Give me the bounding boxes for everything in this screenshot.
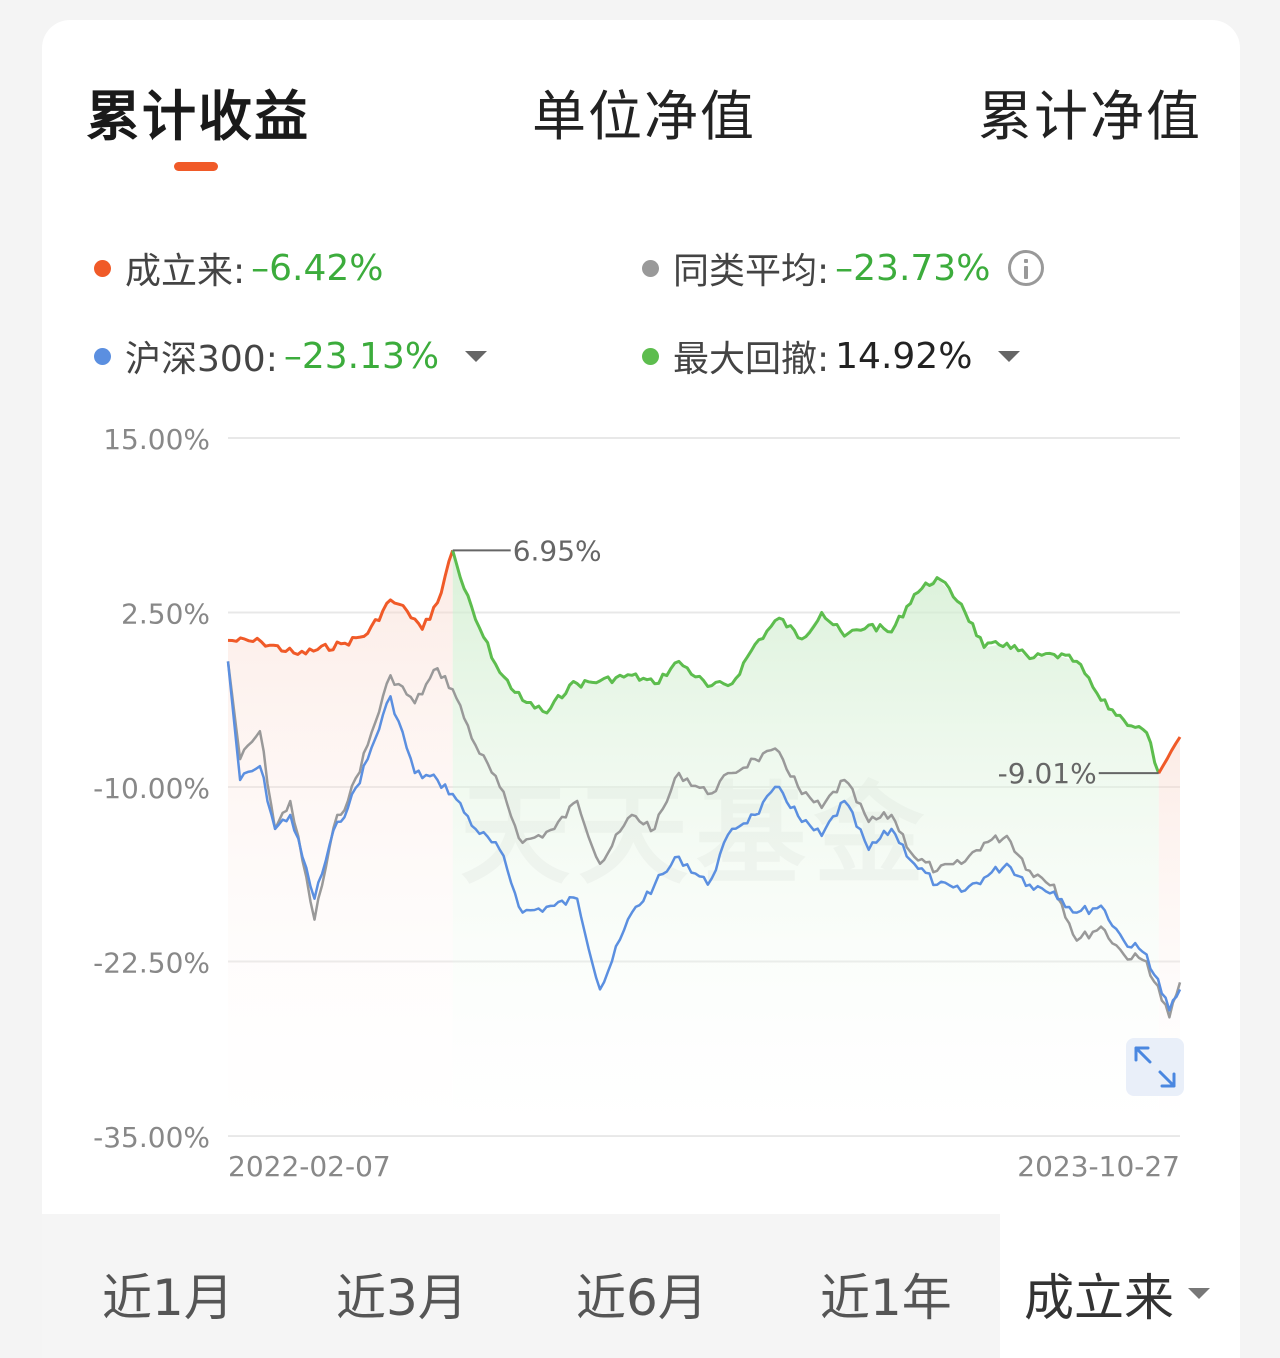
fund-series-line	[1157, 736, 1182, 774]
legend-index-label: 沪深300:	[125, 339, 278, 380]
drawdown-area-fill	[452, 550, 1159, 1136]
x-tick-label: 2023-10-27	[1017, 1150, 1180, 1183]
x-tick-label: 2022-02-07	[228, 1150, 391, 1183]
annotation-trough-label: -9.01%	[998, 757, 1097, 790]
legend-average-value: –23.73%	[835, 247, 991, 289]
expand-icon	[1134, 1046, 1176, 1088]
drawdown-dot	[642, 347, 659, 365]
average-dot	[642, 259, 659, 277]
tab-unit-nav[interactable]: 单位净值	[532, 85, 756, 148]
legend-index[interactable]: 沪深300: –23.13%	[94, 330, 488, 382]
tab-cumulative-return[interactable]: 累计收益	[86, 85, 310, 148]
range-3m[interactable]: 近3月	[336, 1269, 468, 1327]
fund-dot	[94, 259, 111, 277]
average-series-line	[226, 661, 1182, 1019]
range-6m[interactable]: 近6月	[576, 1269, 708, 1327]
legend-drawdown[interactable]: 最大回撤: 14.92%	[642, 330, 1021, 382]
legend-index-value: –23.13%	[283, 335, 440, 377]
legend-fund-value: –6.42%	[251, 247, 384, 289]
y-tick-label: 2.50%	[121, 598, 210, 631]
index-series-line	[226, 661, 1182, 1012]
info-icon[interactable]	[1008, 250, 1045, 286]
range-selector-bar	[42, 1214, 1000, 1358]
expand-button[interactable]	[1126, 1038, 1184, 1096]
legend-drawdown-label: 最大回撤:	[673, 339, 830, 380]
legend-average-label: 同类平均:	[673, 251, 830, 292]
caret-down-icon[interactable]	[998, 350, 1021, 362]
y-tick-label: -22.50%	[93, 947, 210, 980]
drawdown-series-line	[451, 549, 1161, 774]
range-1y[interactable]: 近1年	[820, 1269, 952, 1327]
fund-area-fill	[1158, 737, 1180, 1136]
caret-down-icon[interactable]	[1188, 1288, 1210, 1299]
fund-area-fill	[228, 550, 453, 1136]
annotation-peak-label: 6.95%	[513, 534, 602, 567]
fund-series-line	[227, 549, 455, 656]
index-dot	[94, 347, 111, 365]
y-tick-label: 15.00%	[103, 423, 210, 456]
legend-drawdown-value: 14.92%	[835, 335, 973, 377]
caret-down-icon[interactable]	[465, 350, 488, 362]
y-tick-label: -35.00%	[93, 1121, 210, 1154]
range-since-inception[interactable]: 成立来	[1024, 1269, 1174, 1327]
tab-cumulative-nav[interactable]: 累计净值	[978, 85, 1202, 148]
range-1m[interactable]: 近1月	[102, 1269, 234, 1327]
y-tick-label: -10.00%	[93, 772, 210, 805]
legend-fund-label: 成立来:	[125, 251, 246, 292]
legend-average: 同类平均: –23.73%	[642, 242, 1045, 294]
active-tab-indicator	[174, 162, 218, 171]
legend-fund: 成立来: –6.42%	[94, 242, 384, 294]
